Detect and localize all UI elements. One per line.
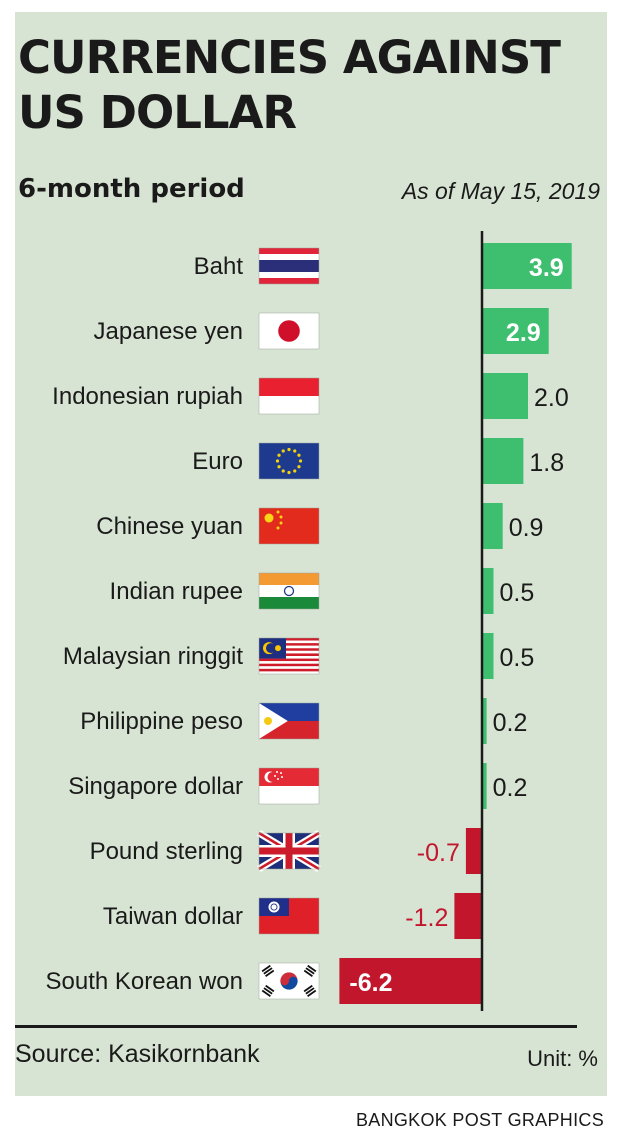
category-label: Pound sterling	[90, 838, 243, 865]
bar	[454, 893, 482, 939]
value-label: 2.9	[506, 319, 541, 347]
bar	[482, 698, 487, 744]
malaysia-flag-icon	[258, 637, 320, 675]
value-label: 0.9	[509, 514, 544, 542]
eu-flag-icon	[258, 442, 320, 480]
india-flag-icon	[258, 572, 320, 610]
value-label: 2.0	[534, 384, 569, 412]
bar	[482, 633, 494, 679]
title-line-2: US DOLLAR	[18, 86, 297, 139]
value-label: 0.5	[500, 644, 535, 672]
value-label: 3.9	[529, 254, 564, 282]
value-label: -6.2	[349, 969, 392, 997]
value-label: 0.2	[493, 709, 528, 737]
taiwan-flag-icon	[258, 897, 320, 935]
south-korea-flag-icon	[258, 962, 320, 1000]
bar	[482, 243, 572, 289]
bar	[482, 503, 503, 549]
bar	[482, 373, 528, 419]
bar	[339, 958, 482, 1004]
category-label: South Korean won	[46, 968, 243, 995]
category-label: Euro	[192, 448, 243, 475]
as-of-date: As of May 15, 2019	[401, 178, 600, 204]
indonesia-flag-icon	[258, 377, 320, 415]
unit-note: Unit: %	[527, 1046, 598, 1071]
title-line-1: CURRENCIES AGAINST	[18, 31, 561, 84]
uk-flag-icon	[257, 829, 321, 873]
category-label: Japanese yen	[94, 318, 243, 345]
category-label: Indian rupee	[110, 578, 243, 605]
category-label: Taiwan dollar	[103, 903, 243, 930]
footer-divider	[15, 1025, 577, 1028]
category-label: Baht	[194, 253, 244, 280]
category-label: Philippine peso	[80, 708, 243, 735]
source-note: Source: Kasikornbank	[15, 1040, 260, 1068]
chart-subtitle: 6-month period	[18, 174, 245, 204]
china-flag-icon	[258, 507, 320, 545]
bar	[465, 828, 482, 874]
category-label: Malaysian ringgit	[63, 643, 243, 670]
value-label: -1.2	[405, 904, 448, 932]
japan-flag-icon	[258, 312, 320, 350]
bar-chart: Baht 3.9 Japanese yen 2.9 Indonesian rupiah 2…	[46, 231, 572, 1011]
value-label: -0.7	[417, 839, 460, 867]
value-label: 0.5	[500, 579, 535, 607]
bar	[482, 568, 494, 614]
value-label: 0.2	[493, 774, 528, 802]
category-label: Singapore dollar	[68, 773, 243, 800]
category-label: Chinese yuan	[96, 513, 243, 540]
value-label: 1.8	[529, 449, 564, 477]
singapore-flag-icon	[258, 767, 320, 805]
category-label: Indonesian rupiah	[52, 383, 243, 410]
bar	[482, 763, 487, 809]
bar	[482, 438, 524, 484]
thailand-flag-icon	[258, 247, 320, 285]
chart-title: CURRENCIES AGAINST US DOLLAR	[18, 30, 588, 140]
philippines-flag-icon	[258, 702, 320, 740]
graphics-credit: BANGKOK POST GRAPHICS	[355, 1110, 604, 1130]
bar	[482, 308, 549, 354]
